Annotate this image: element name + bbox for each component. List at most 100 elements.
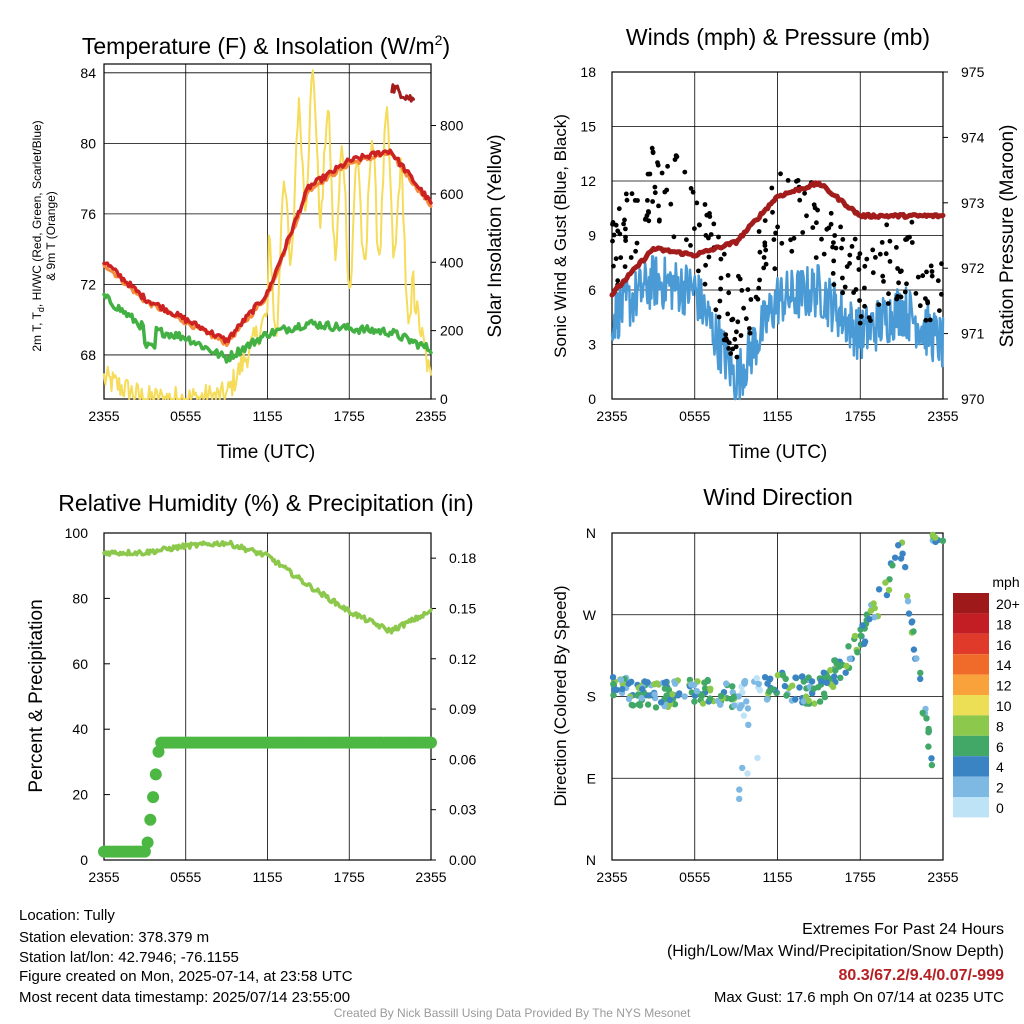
- temp-2m-line: [102, 148, 433, 344]
- speed-legend-swatch: [953, 756, 989, 777]
- wind-xtick-label: 2355: [927, 408, 958, 424]
- gust-point: [702, 281, 708, 287]
- gust-point: [769, 185, 775, 191]
- gust-point: [864, 256, 870, 262]
- speed-legend-swatch: [953, 654, 989, 675]
- wind-ytick-label: 3: [588, 337, 596, 353]
- extremes-subtitle: (High/Low/Max Wind/Precipitation/Snow De…: [667, 943, 1004, 960]
- speed-legend-label: 6: [996, 739, 1004, 755]
- temp-ytick-label: 72: [80, 276, 96, 292]
- wind-direction-point: [789, 682, 796, 689]
- wind-direction-point: [882, 579, 889, 586]
- wind-direction-point: [897, 555, 905, 562]
- max-gust: Max Gust: 17.6 mph On 07/14 at 0235 UTC: [714, 989, 1004, 1006]
- gust-point: [728, 351, 734, 356]
- gust-point: [634, 240, 640, 246]
- gust-point: [761, 265, 767, 271]
- wind-ytick-label: 9: [588, 228, 596, 244]
- rh-ytick-label: 20: [72, 787, 88, 803]
- temp-xtick-label: 1155: [252, 408, 282, 424]
- gust-point: [623, 191, 629, 197]
- gust-point: [633, 248, 638, 254]
- gust-point: [649, 145, 655, 151]
- gust-point: [884, 222, 890, 228]
- wind-direction-point: [714, 697, 722, 705]
- gust-point: [862, 285, 867, 291]
- extremes-title: Extremes For Past 24 Hours: [802, 921, 1004, 938]
- gust-point: [800, 230, 806, 235]
- gust-point: [770, 209, 775, 215]
- wind-direction-point: [701, 685, 709, 692]
- gust-point: [849, 244, 855, 249]
- gust-point: [756, 285, 762, 291]
- gust-point: [811, 202, 817, 208]
- gust-point: [840, 237, 846, 242]
- gust-point: [725, 311, 731, 317]
- gust-point: [757, 249, 763, 255]
- wind-direction-point: [939, 537, 947, 544]
- wind-direction-point: [910, 646, 918, 653]
- speed-legend-label: 4: [996, 759, 1004, 775]
- wind-direction-point: [917, 675, 924, 683]
- wind-direction-point: [857, 632, 864, 639]
- wind-direction-point: [657, 699, 665, 706]
- gust-point: [826, 225, 832, 231]
- temp-y2tick-label: 200: [440, 323, 464, 339]
- wind-direction-point: [811, 700, 818, 707]
- gust-point: [856, 267, 862, 272]
- gust-point: [611, 232, 617, 238]
- gust-point: [886, 291, 891, 297]
- sonic-wind-line: [610, 255, 945, 401]
- gust-point: [721, 251, 727, 257]
- gust-point: [832, 233, 838, 238]
- gust-point: [763, 247, 769, 253]
- gust-point: [707, 211, 712, 216]
- dir-ytick-label: W: [583, 607, 597, 623]
- precip-point: [144, 813, 157, 826]
- gust-point: [674, 154, 680, 160]
- gust-point: [915, 274, 921, 280]
- gust-point: [655, 162, 661, 168]
- temp-y2tick-label: 800: [440, 118, 464, 134]
- temp-ytick-label: 76: [80, 206, 96, 222]
- gust-point: [815, 207, 820, 213]
- gust-point: [624, 197, 630, 203]
- wind-direction-point: [699, 700, 707, 707]
- wind-direction-point: [910, 628, 917, 635]
- rh-y2tick-label: 0.00: [449, 852, 476, 868]
- gust-point: [724, 338, 730, 343]
- station-location: Location: Tully: [19, 907, 115, 924]
- gust-point: [756, 229, 762, 234]
- speed-legend-swatch: [953, 613, 989, 634]
- wind-direction-point: [831, 657, 838, 664]
- wind-y2tick-label: 970: [961, 391, 985, 407]
- speed-legend-label: 0: [996, 800, 1004, 816]
- wind-direction-point: [766, 688, 773, 695]
- wind-direction-point: [651, 681, 658, 688]
- gust-point: [937, 308, 942, 313]
- gust-point: [717, 298, 723, 304]
- temp-xtick-label: 1755: [334, 408, 365, 424]
- gust-point: [635, 198, 640, 203]
- gust-point: [831, 240, 836, 246]
- station-latlon: Station lat/lon: 42.7946; -76.1155: [19, 949, 239, 966]
- wind-direction-point: [688, 681, 695, 688]
- wind-direction-point: [895, 542, 902, 549]
- gust-point: [729, 317, 735, 323]
- wind-direction-point: [792, 695, 799, 703]
- gust-point: [623, 234, 628, 240]
- gust-point: [923, 296, 928, 301]
- gust-point: [665, 163, 670, 169]
- dir-legend-title: mph: [992, 574, 1019, 590]
- gust-point: [642, 217, 648, 222]
- gust-point: [828, 221, 834, 227]
- gust-point: [840, 275, 845, 281]
- gust-point: [880, 273, 886, 279]
- recent-timestamp: Most recent data timestamp: 2025/07/14 2…: [19, 989, 351, 1006]
- speed-legend-swatch: [953, 735, 989, 757]
- gust-point: [853, 287, 859, 292]
- wind-direction-point: [781, 682, 789, 690]
- wind-direction-point: [929, 531, 936, 539]
- speed-legend-swatch: [953, 674, 989, 695]
- wind-direction-point: [845, 643, 852, 650]
